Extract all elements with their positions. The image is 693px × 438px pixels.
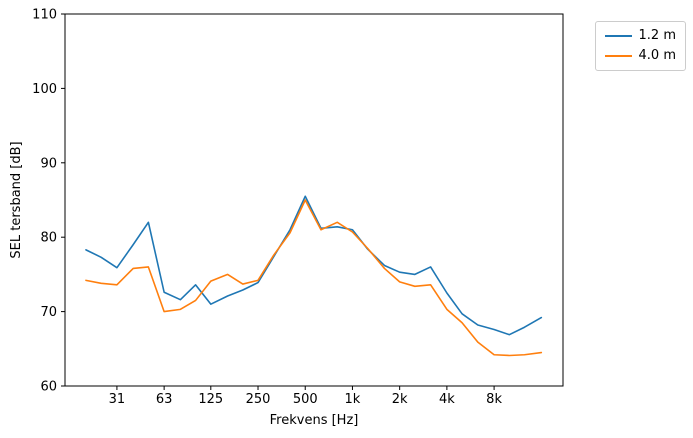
y-tick-label: 80 xyxy=(40,231,57,246)
x-tick-label: 1k xyxy=(345,392,361,407)
x-tick-label: 125 xyxy=(198,392,223,407)
legend-item-1-2m: 1.2 m xyxy=(605,28,676,43)
x-tick-label: 2k xyxy=(392,392,408,407)
x-tick-label: 8k xyxy=(486,392,502,407)
y-tick-label: 100 xyxy=(32,82,57,97)
x-tick-label: 63 xyxy=(156,392,173,407)
series-line-4-0-m xyxy=(85,199,543,357)
x-tick-label: 4k xyxy=(439,392,455,407)
legend-line-sample-orange xyxy=(605,54,632,57)
legend-label: 1.2 m xyxy=(638,28,676,43)
y-tick-label: 110 xyxy=(32,8,57,23)
y-tick-label: 60 xyxy=(40,380,57,395)
legend-line-sample-blue xyxy=(605,34,632,37)
series-line-1-2-m xyxy=(85,195,543,336)
y-tick-label: 70 xyxy=(40,305,57,320)
y-axis-label: SEL tersband [dB] xyxy=(9,141,24,258)
legend-item-4-0m: 4.0 m xyxy=(605,48,676,63)
plot-area-border xyxy=(64,13,564,387)
legend-label: 4.0 m xyxy=(638,48,676,63)
y-tick-label: 90 xyxy=(40,156,57,171)
x-tick-label: 250 xyxy=(246,392,271,407)
x-tick-label: 31 xyxy=(109,392,126,407)
x-tick-label: 500 xyxy=(293,392,318,407)
legend: 1.2 m 4.0 m xyxy=(595,21,686,71)
x-axis-label: Frekvens [Hz] xyxy=(270,413,359,428)
